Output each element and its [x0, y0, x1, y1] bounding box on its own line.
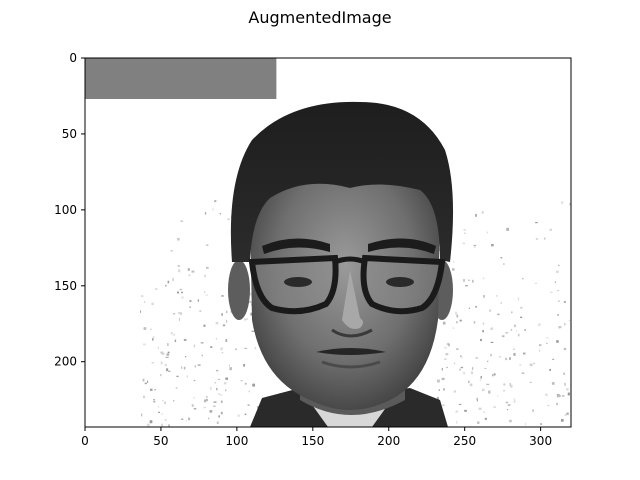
x-axis: 0 50 100 150 200 250 300	[81, 427, 552, 448]
y-axis: 0 50 100 150 200	[54, 51, 85, 369]
x-tick-label: 0	[81, 434, 89, 448]
y-tick-label: 150	[54, 279, 77, 293]
y-tick-label: 100	[54, 203, 77, 217]
x-tick-label: 300	[529, 434, 552, 448]
axes-frame	[84, 57, 572, 428]
x-tick-label: 50	[153, 434, 168, 448]
occlusion-rectangle	[85, 58, 277, 99]
figure-title: AugmentedImage	[248, 8, 392, 27]
face-photo	[85, 58, 571, 427]
x-tick-label: 250	[453, 434, 476, 448]
y-tick-label: 0	[69, 51, 77, 65]
y-tick-label: 200	[54, 355, 77, 369]
x-tick-label: 150	[301, 434, 324, 448]
x-tick-label: 100	[225, 434, 248, 448]
x-tick-label: 200	[377, 434, 400, 448]
y-tick-label: 50	[62, 127, 77, 141]
